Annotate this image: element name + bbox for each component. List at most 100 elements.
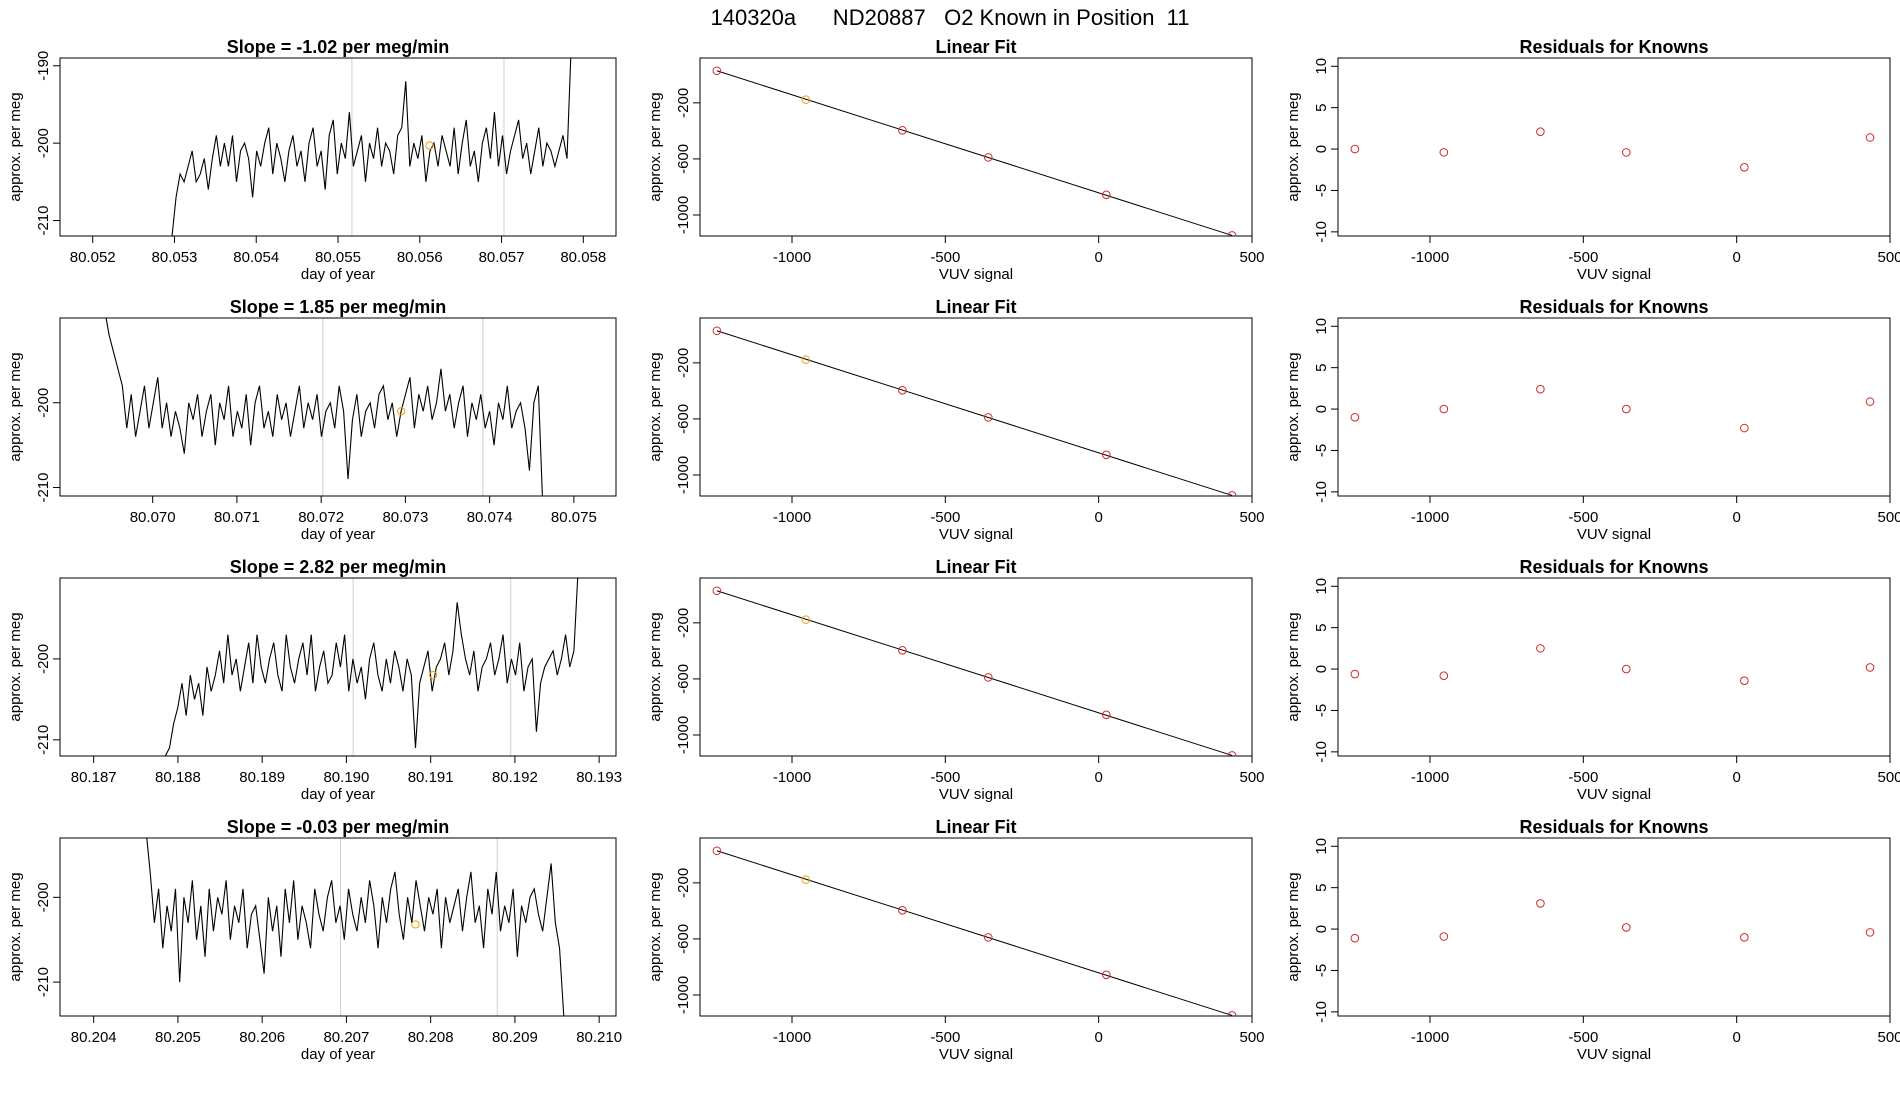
x-tick-label: 0 [1732,769,1740,786]
data-point [1350,669,1360,679]
x-tick-label: 80.204 [71,1029,117,1046]
data-point [1740,933,1749,942]
y-tick-label: 10 [1313,578,1330,595]
y-tick-label: 0 [1313,405,1330,413]
y-axis-label: approx. per meg [1285,612,1302,721]
y-axis-label: approx. per meg [7,92,24,201]
x-axis-label: VUV signal [1577,1046,1651,1063]
data-point [1350,144,1360,154]
y-tick-label: -210 [35,473,52,503]
plot-frame [699,837,1253,1017]
data-point [898,646,907,655]
y-tick-label: -600 [675,144,692,174]
data-point [1865,397,1875,406]
panel-r2-c1: Slope = 1.85 per meg/min 80.070 80.071 80.0… [7,297,617,543]
panel-r1-c2: Linear Fit -1000 -500 0 500 -200 -600 -1000 VUV … [647,37,1265,283]
y-tick-label: -200 [35,128,52,158]
y-tick-label: -5 [1313,184,1330,197]
x-tick-label: 80.074 [467,509,513,526]
x-tick-label: -1000 [1411,1029,1449,1046]
panel-r1-c3: Residuals for Knowns -1000 -500 0 500 10 5 0 -5 -… [1285,37,1900,283]
panel-r4-c2: Linear Fit -1000 -500 0 500 -200 -600 -1000 VUV … [647,817,1265,1063]
y-tick-label: 5 [1313,104,1330,112]
y-axis-label: approx. per meg [647,872,664,981]
data-point [1740,676,1749,685]
fit-line [716,850,1233,1016]
y-tick-label: -600 [675,664,692,694]
y-tick-label: -600 [675,404,692,434]
x-axis-label: VUV signal [939,1046,1013,1063]
plot-area [146,838,565,1016]
panel-title: Slope = 1.85 per meg/min [230,297,447,317]
y-axis-label: approx. per meg [1285,872,1302,981]
panel-title: Residuals for Knowns [1519,297,1708,317]
x-tick-label: -500 [930,249,960,266]
data-point [1350,413,1360,422]
panel-title: Linear Fit [935,297,1016,317]
panel-title: Slope = 2.82 per meg/min [230,557,447,577]
x-tick-label: -500 [1568,769,1598,786]
x-tick-label: -500 [1568,1029,1598,1046]
y-tick-label: 0 [1313,925,1330,933]
data-point [1350,933,1360,943]
data-point [1102,190,1111,200]
x-tick-label: 0 [1094,769,1102,786]
y-tick-label: -200 [35,388,52,418]
x-tick-label: 80.187 [71,769,117,786]
plot-area [712,846,1237,1016]
y-tick-label: -210 [35,206,52,236]
data-point [1439,671,1449,680]
known-sample-marker [425,141,434,150]
fit-line [716,330,1233,496]
plot-frame [1337,317,1891,497]
x-tick-label: 80.191 [408,769,454,786]
plot-area [1350,899,1875,943]
y-tick-label: -1000 [675,976,692,1014]
known-sample-marker [411,920,420,929]
data-point [801,875,811,884]
y-tick-label: -1000 [675,716,692,754]
figure-title: 140320a ND20887 O2 Known in Position 11 [710,5,1189,30]
x-axis-label: VUV signal [1577,266,1651,283]
panel-title: Slope = -1.02 per meg/min [227,37,450,57]
known-sample-marker [397,407,406,416]
x-tick-label: 80.210 [576,1029,622,1046]
data-point [1102,450,1111,460]
plot-frame [59,577,617,757]
data-point [898,386,907,395]
x-tick-label: 80.207 [323,1029,369,1046]
data-point [1865,133,1875,142]
y-tick-label: -5 [1313,704,1330,717]
y-axis-label: approx. per meg [647,612,664,721]
data-point [712,326,722,336]
panel-r3-c1: Slope = 2.82 per meg/min 80.187 80.188 80.1… [7,557,622,803]
x-tick-label: 80.075 [551,509,597,526]
series-trace [105,318,543,496]
data-point [1536,384,1545,394]
x-tick-label: 500 [1877,509,1900,526]
x-tick-label: 80.054 [233,249,279,266]
x-tick-label: 0 [1094,1029,1102,1046]
x-tick-label: 80.057 [479,249,525,266]
plot-frame [1337,837,1891,1017]
x-tick-label: -500 [930,509,960,526]
x-axis-label: day of year [301,526,375,543]
y-axis-label: approx. per meg [7,872,24,981]
plot-frame [1337,57,1891,237]
x-tick-label: 0 [1732,249,1740,266]
y-axis-label: approx. per meg [1285,92,1302,201]
plot-area [712,586,1237,756]
panel-title: Residuals for Knowns [1519,557,1708,577]
plot-area [1350,384,1875,433]
panel-title: Slope = -0.03 per meg/min [227,817,450,837]
data-point [1621,148,1631,157]
x-tick-label: 80.192 [492,769,538,786]
x-axis-label: day of year [301,1046,375,1063]
panel-r1-c1: Slope = -1.02 per meg/min 80.052 80.053 80.… [7,37,617,283]
y-tick-label: 5 [1313,624,1330,632]
x-tick-label: -500 [1568,249,1598,266]
y-axis-label: approx. per meg [647,92,664,201]
plot-frame [699,577,1253,757]
y-tick-label: -5 [1313,444,1330,457]
